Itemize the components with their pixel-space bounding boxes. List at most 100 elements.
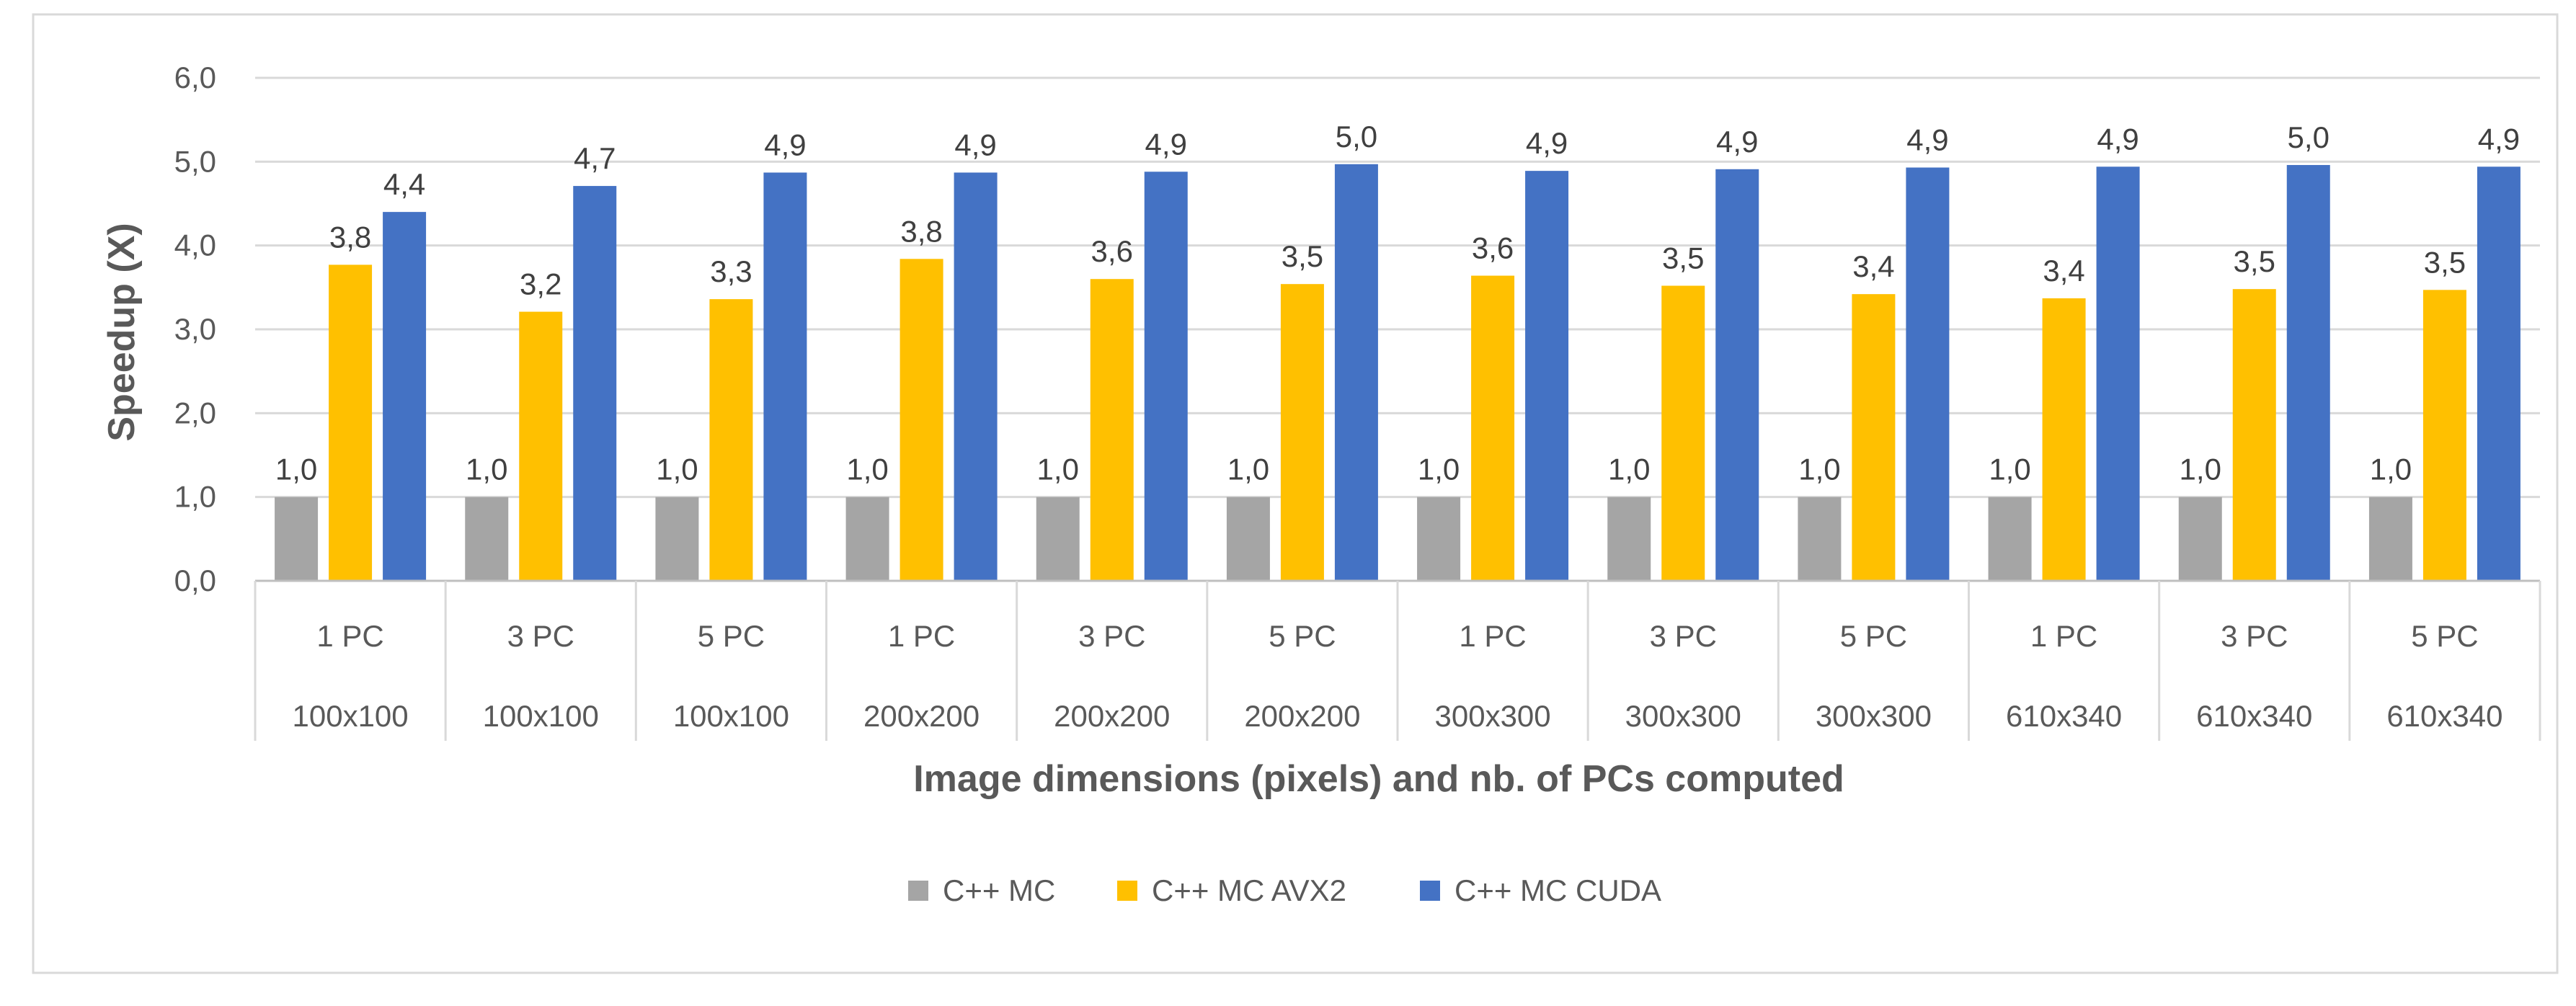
legend-label: C++ MC CUDA <box>1454 873 1661 907</box>
bar <box>1661 285 1705 581</box>
x-tick-label-dims: 300x300 <box>1435 699 1551 733</box>
bar <box>655 497 699 581</box>
x-tick-label-dims: 200x200 <box>1054 699 1170 733</box>
data-labels: 1,0 3,8 4,4 1,0 3,2 4,7 1,0 3,3 4,9 1,0 3,8 4,9 1,0 3… <box>275 120 2520 486</box>
bar <box>1226 497 1270 581</box>
data-label: 4,9 <box>1145 127 1187 161</box>
data-label: 3,8 <box>329 220 371 254</box>
x-tick-label-dims: 200x200 <box>1244 699 1360 733</box>
data-label: 4,9 <box>1526 126 1568 160</box>
x-tick-label-pc: 1 PC <box>1459 619 1526 653</box>
data-label: 4,4 <box>383 167 425 201</box>
data-label: 5,0 <box>2288 120 2329 154</box>
data-label: 3,4 <box>1852 249 1894 283</box>
y-axis: 0,0 1,0 2,0 3,0 4,0 5,0 6,0 <box>174 61 216 597</box>
bar <box>1988 497 2032 581</box>
bar <box>1798 497 1842 581</box>
x-tick-label-pc: 3 PC <box>2221 619 2288 653</box>
x-tick-label-pc: 5 PC <box>698 619 765 653</box>
y-axis-title: Speedup (X) <box>101 223 143 441</box>
bar <box>1417 497 1461 581</box>
bar <box>2232 289 2276 581</box>
data-label: 1,0 <box>2180 453 2221 486</box>
data-label: 3,8 <box>900 214 942 248</box>
data-label: 1,0 <box>466 453 507 486</box>
y-tick-label: 6,0 <box>174 61 216 94</box>
legend-swatch <box>1420 881 1440 901</box>
bar <box>573 186 617 581</box>
bar <box>1036 497 1080 581</box>
y-tick-label: 2,0 <box>174 396 216 429</box>
legend-swatch <box>908 881 928 901</box>
x-tick-label-dims: 200x200 <box>863 699 980 733</box>
x-tick-label-pc: 3 PC <box>1078 619 1145 653</box>
x-tick-label-dims: 100x100 <box>673 699 789 733</box>
bar <box>1852 294 1896 581</box>
bar <box>329 264 373 581</box>
bar <box>1280 284 1324 581</box>
data-label: 1,0 <box>1227 453 1269 486</box>
legend: C++ MC C++ MC AVX2 C++ MC CUDA <box>908 873 1661 907</box>
data-label: 3,3 <box>710 254 752 288</box>
x-tick-label-pc: 3 PC <box>507 619 574 653</box>
x-tick-label-dims: 610x340 <box>2386 699 2502 733</box>
data-label: 5,0 <box>1336 120 1377 153</box>
data-label: 1,0 <box>275 453 317 486</box>
x-tick-label-pc: 1 PC <box>316 619 383 653</box>
x-tick-label-dims: 610x340 <box>2006 699 2122 733</box>
gridlines <box>255 76 2540 499</box>
y-tick-label: 1,0 <box>174 480 216 514</box>
bar <box>1525 171 1569 581</box>
data-label: 1,0 <box>1798 453 1840 486</box>
data-label: 1,0 <box>1608 453 1650 486</box>
x-tick-label-dims: 610x340 <box>2196 699 2312 733</box>
bar <box>900 259 943 581</box>
bar <box>275 497 319 581</box>
data-label: 4,9 <box>764 128 806 161</box>
y-tick-label: 0,0 <box>174 564 216 597</box>
x-tick-label-pc: 1 PC <box>2030 619 2097 653</box>
bar <box>519 311 563 581</box>
data-label: 1,0 <box>1418 453 1460 486</box>
bar <box>383 212 427 581</box>
x-axis-title: Image dimensions (pixels) and nb. of PCs… <box>913 758 1844 800</box>
bar <box>465 497 509 581</box>
bar <box>2096 166 2140 581</box>
data-label: 3,6 <box>1091 234 1133 268</box>
data-label: 3,5 <box>1662 241 1704 275</box>
bar <box>763 172 807 581</box>
data-label: 3,2 <box>520 267 561 301</box>
bar <box>1715 169 1759 581</box>
legend-swatch <box>1117 881 1137 901</box>
x-tick-label-pc: 5 PC <box>1269 619 1336 653</box>
data-label: 4,9 <box>1906 123 1948 156</box>
x-tick-label-dims: 300x300 <box>1816 699 1932 733</box>
data-label: 1,0 <box>656 453 698 486</box>
x-axis: 1 PC 100x100 3 PC 100x100 5 PC 100x100 1 PC 200… <box>254 579 2541 741</box>
data-label: 4,9 <box>2097 122 2138 156</box>
data-label: 4,9 <box>2478 122 2520 156</box>
bar <box>2422 290 2466 581</box>
data-label: 3,5 <box>2424 245 2466 279</box>
bar <box>1090 279 1134 581</box>
data-label: 1,0 <box>2370 453 2412 486</box>
x-tick-label-dims: 300x300 <box>1625 699 1741 733</box>
bar <box>2178 497 2222 581</box>
x-tick-label-pc: 1 PC <box>888 619 955 653</box>
y-tick-label: 5,0 <box>174 144 216 178</box>
bars <box>275 164 2521 581</box>
bar <box>2477 166 2521 581</box>
bar <box>709 299 753 581</box>
data-label: 4,9 <box>1716 125 1758 159</box>
legend-label: C++ MC <box>943 873 1055 907</box>
data-label: 3,6 <box>1472 231 1514 265</box>
bar <box>1607 497 1651 581</box>
x-tick-label-pc: 5 PC <box>1840 619 1907 653</box>
bar <box>2368 497 2412 581</box>
legend-label: C++ MC AVX2 <box>1152 873 1346 907</box>
data-label: 1,0 <box>846 453 888 486</box>
x-tick-label-pc: 5 PC <box>2411 619 2478 653</box>
data-label: 4,9 <box>954 128 996 161</box>
